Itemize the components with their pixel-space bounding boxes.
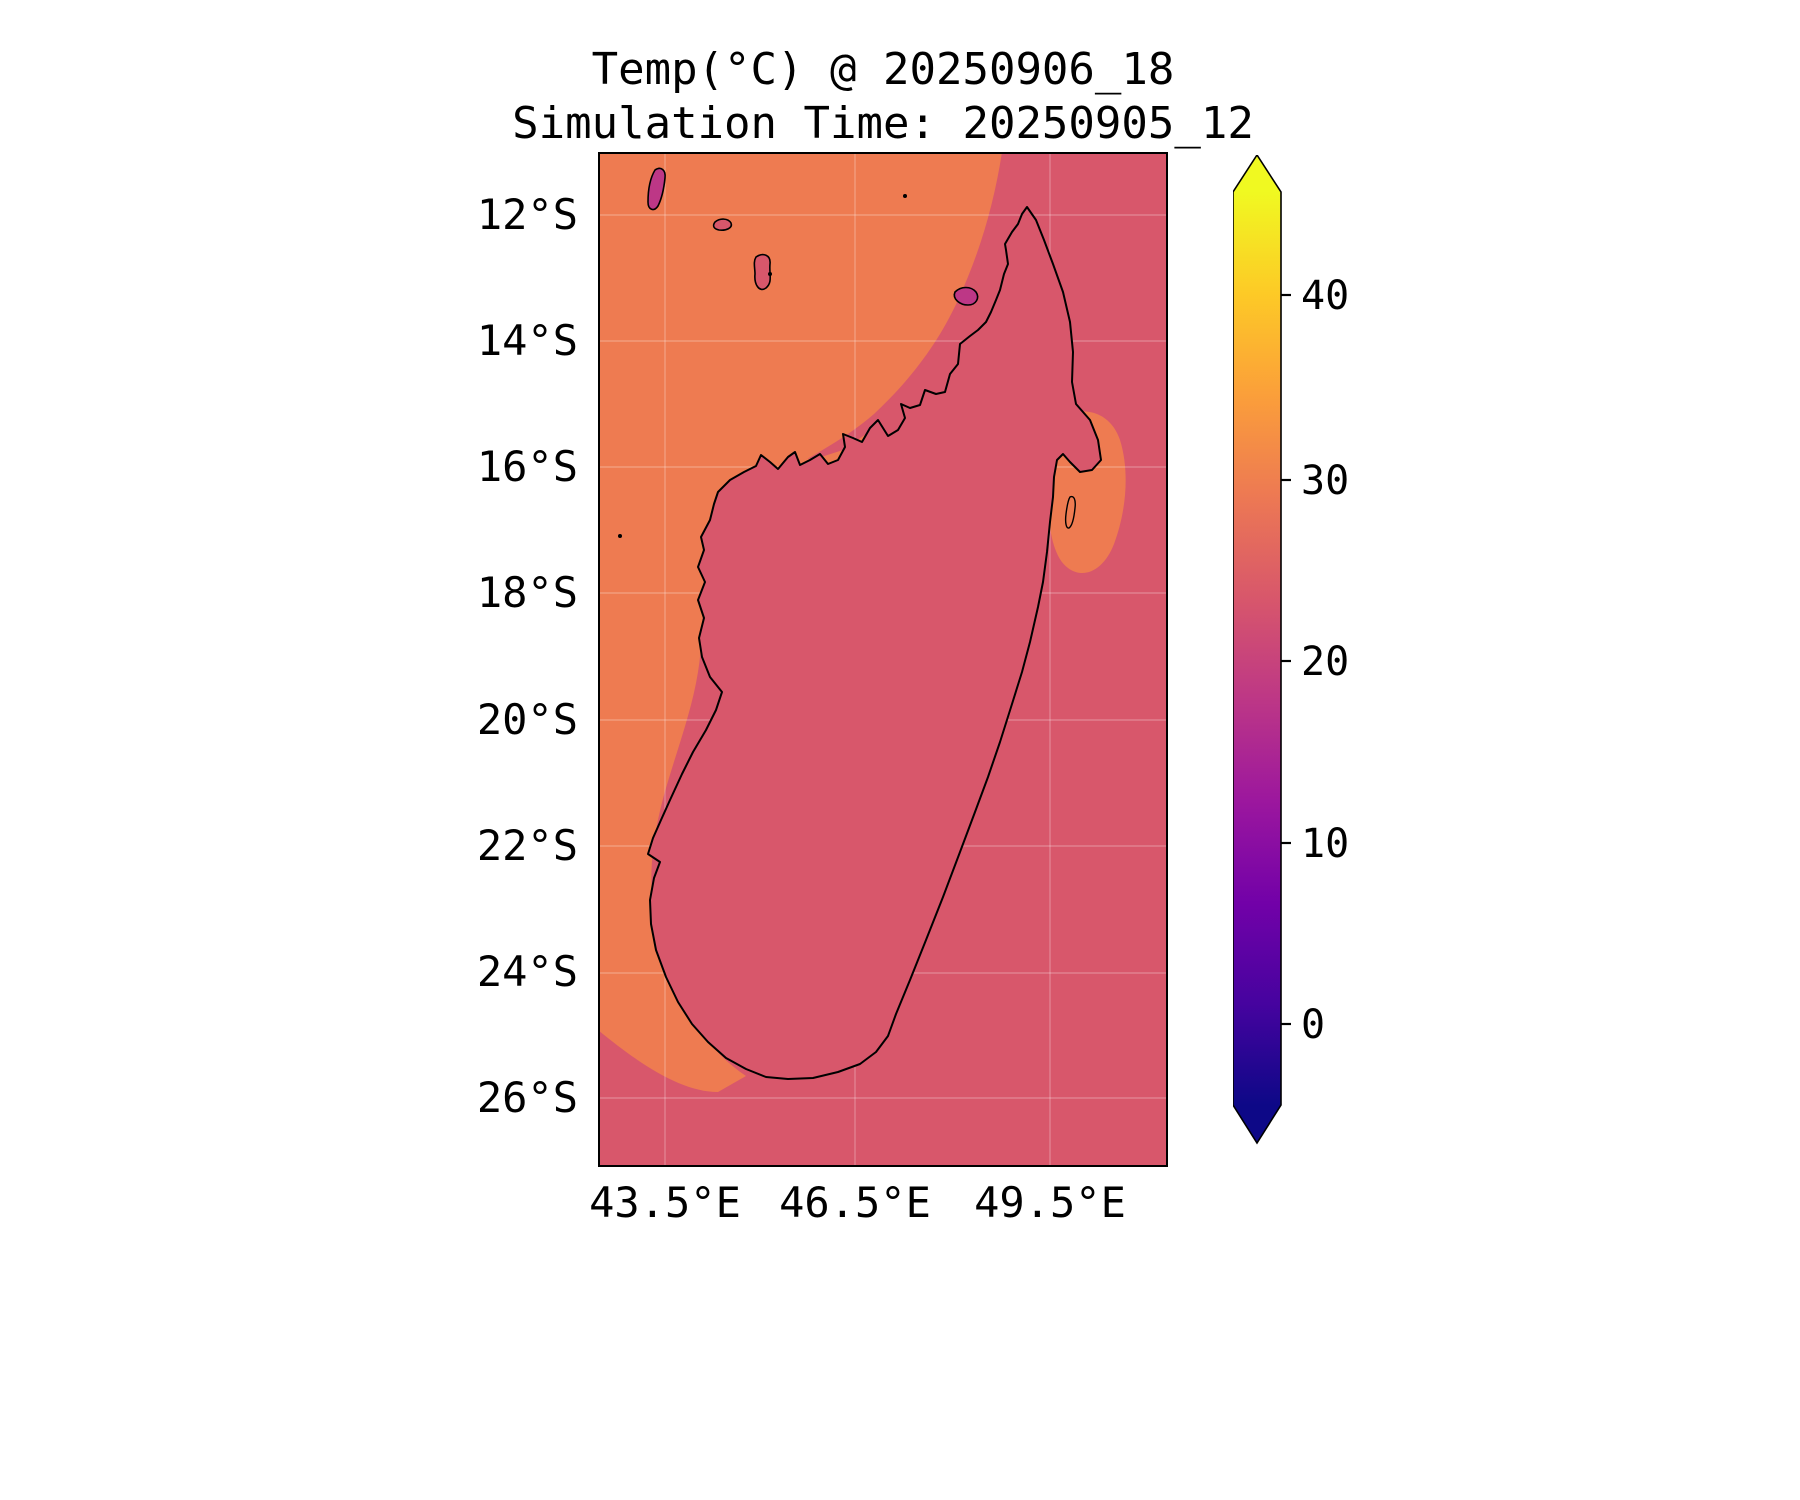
- colorbar-tick-label: 40: [1301, 273, 1349, 319]
- colorbar-tick-label: 0: [1301, 1002, 1325, 1048]
- y-tick-label: 20°S: [476, 695, 578, 744]
- figure-subtitle: Simulation Time: 20250905_12: [512, 98, 1254, 149]
- figure-title: Temp(°C) @ 20250906_18: [591, 44, 1175, 95]
- ocean-warm-region: [598, 152, 1002, 1092]
- island-grande-comore: [647, 167, 666, 211]
- colorbar-tick-label: 10: [1301, 821, 1349, 867]
- y-tick-label: 26°S: [476, 1073, 578, 1122]
- x-tick-label: 49.5°E: [974, 1178, 1126, 1227]
- y-tick-label: 14°S: [476, 316, 578, 365]
- island-nosy-be: [953, 286, 979, 306]
- island-sainte-marie: [1064, 495, 1076, 529]
- colorbar-tick-label: 20: [1301, 639, 1349, 685]
- colorbar-tick-marks: [1281, 293, 1291, 1026]
- x-tick-label: 43.5°E: [589, 1178, 741, 1227]
- colorbar-tick-labels: 40 30 20 10 0: [1301, 273, 1349, 1048]
- colorbar: 40 30 20 10 0: [1233, 155, 1349, 1145]
- y-tick-label: 24°S: [476, 947, 578, 996]
- islet-speck: [903, 194, 907, 198]
- y-tick-label: 12°S: [476, 190, 578, 239]
- x-tick-label: 46.5°E: [779, 1178, 931, 1227]
- islet-speck: [618, 534, 622, 538]
- colorbar-tick-label: 30: [1301, 458, 1349, 504]
- y-tick-label: 22°S: [476, 821, 578, 870]
- y-tick-label: 18°S: [476, 568, 578, 617]
- plot-border: [598, 152, 1168, 1167]
- map-plot: [598, 152, 1168, 1167]
- island-moheli: [712, 218, 733, 231]
- islet-speck: [768, 272, 772, 276]
- island-anjouan: [753, 253, 772, 291]
- y-tick-label: 16°S: [476, 442, 578, 491]
- colorbar-gradient-bar: [1233, 155, 1282, 1145]
